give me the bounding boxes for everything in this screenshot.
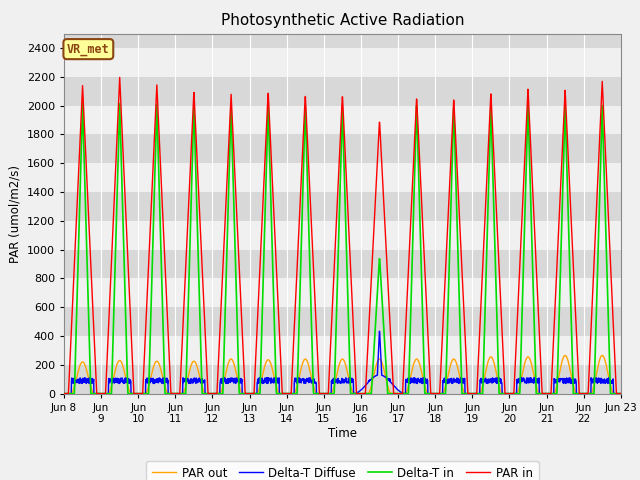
Line: PAR out: PAR out [64, 356, 621, 394]
Bar [64, 221, 621, 250]
PAR out [216, 391, 223, 396]
Bar [64, 106, 621, 134]
PAR out [371, 369, 378, 375]
Delta-T Diffuse [504, 391, 512, 396]
Line: PAR in: PAR in [64, 77, 621, 394]
Delta-T in [504, 391, 512, 396]
PAR in [568, 231, 575, 237]
Delta-T in [60, 391, 68, 396]
PAR out [617, 391, 625, 396]
Delta-T Diffuse [371, 373, 378, 379]
PAR in [504, 391, 512, 396]
PAR in [584, 391, 591, 396]
PAR out [358, 391, 366, 396]
Delta-T in [617, 391, 625, 396]
PAR out [60, 391, 68, 396]
PAR in [116, 74, 124, 80]
Delta-T Diffuse [376, 328, 383, 334]
Text: VR_met: VR_met [67, 43, 109, 56]
Delta-T Diffuse [60, 391, 68, 396]
PAR in [371, 209, 379, 215]
Title: Photosynthetic Active Radiation: Photosynthetic Active Radiation [221, 13, 464, 28]
Delta-T Diffuse [568, 377, 575, 383]
Delta-T in [359, 391, 367, 396]
PAR out [598, 353, 606, 359]
Bar [64, 163, 621, 192]
Delta-T Diffuse [584, 391, 591, 396]
X-axis label: Time: Time [328, 427, 357, 440]
Bar [64, 278, 621, 307]
PAR out [504, 391, 512, 396]
Line: Delta-T Diffuse: Delta-T Diffuse [64, 331, 621, 394]
Delta-T in [584, 391, 591, 396]
PAR out [568, 374, 575, 380]
Delta-T Diffuse [216, 391, 223, 396]
Delta-T in [79, 100, 86, 106]
PAR in [617, 391, 625, 396]
Bar [64, 336, 621, 365]
Delta-T in [216, 391, 223, 396]
PAR in [216, 336, 223, 341]
Y-axis label: PAR (umol/m2/s): PAR (umol/m2/s) [8, 165, 21, 263]
Line: Delta-T in: Delta-T in [64, 103, 621, 394]
Bar [64, 48, 621, 77]
Delta-T in [371, 334, 379, 339]
Delta-T Diffuse [358, 386, 366, 392]
PAR in [60, 391, 68, 396]
Delta-T Diffuse [617, 391, 625, 396]
PAR in [359, 391, 367, 396]
PAR out [583, 391, 591, 396]
Delta-T in [568, 338, 575, 344]
Legend: PAR out, Delta-T Diffuse, Delta-T in, PAR in: PAR out, Delta-T Diffuse, Delta-T in, PA… [147, 461, 538, 480]
